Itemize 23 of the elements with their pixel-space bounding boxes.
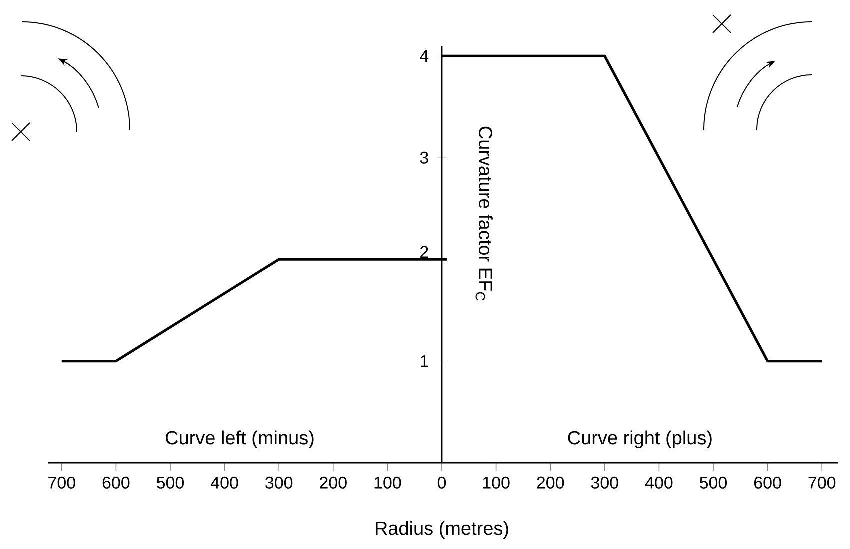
x-tick-label: 0 <box>438 476 446 489</box>
x-tick-label: 200 <box>537 476 564 489</box>
y-tick-label: 2 <box>420 246 428 258</box>
x-tick-label: 500 <box>700 476 728 489</box>
y-tick-label: 4 <box>420 50 429 62</box>
x-tick-label: 400 <box>645 476 673 489</box>
x-tick-label: 100 <box>483 476 510 489</box>
x-tick-label: 300 <box>591 476 618 489</box>
x-tick-label: 600 <box>102 476 130 489</box>
x-tick-label: 400 <box>211 476 238 489</box>
x-tick-label: 100 <box>374 476 402 489</box>
annotation: Curve right (plus) <box>568 430 712 448</box>
x-tick-label: 700 <box>808 476 836 489</box>
y-tick-label: 1 <box>420 355 428 368</box>
y-tick-label: 3 <box>420 152 428 164</box>
x-tick-label: 300 <box>266 476 293 489</box>
x-tick-label: 200 <box>320 476 347 489</box>
x-axis-title: Radius (metres) <box>376 521 508 539</box>
x-tick-label: 500 <box>156 476 184 489</box>
y-axis-title: Curvature factor EF$_{C}$ <box>476 126 493 301</box>
annotation: Curve left (minus) <box>166 430 314 448</box>
x-tick-label: 600 <box>754 476 782 489</box>
x-tick-label: 700 <box>48 476 76 489</box>
